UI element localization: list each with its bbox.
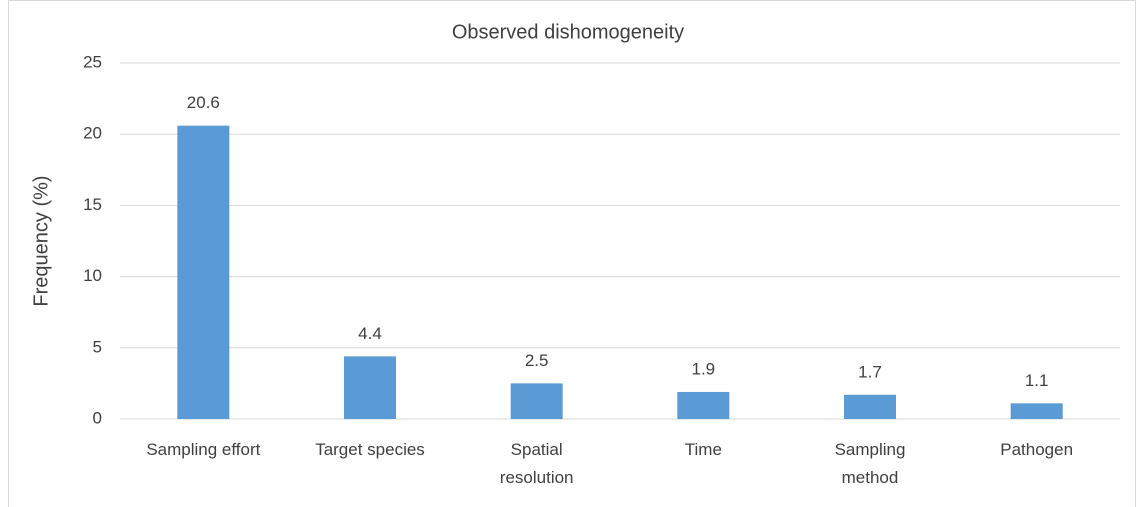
x-tick-label: Sampling method [834,440,906,487]
data-label: 4.4 [358,324,382,343]
y-tick-label: 0 [93,408,102,427]
y-tick-label: 15 [83,195,102,214]
y-tick-label: 5 [93,337,102,356]
data-label: 20.6 [187,93,220,112]
chart-title: Observed dishomogeneity [452,21,684,43]
chart-frame [8,0,1136,507]
x-tick-label: Pathogen [1000,440,1074,459]
bar [677,391,730,419]
data-label: 2.5 [525,351,549,370]
bar [177,125,230,419]
x-tick-label: Spatial resolution [499,440,574,487]
data-label: 1.7 [858,362,882,381]
y-tick-label: 25 [83,52,102,71]
data-label: 1.1 [1025,371,1049,390]
data-label: 1.9 [692,359,716,378]
x-tick-label: Time [684,440,722,459]
y-axis-label: Frequency (%) [30,175,52,306]
y-tick-label: 20 [83,124,102,143]
bar [510,383,563,419]
x-tick-label: Sampling effort [146,440,261,459]
bar [344,356,396,419]
bar [1010,403,1063,419]
x-tick-label: Target species [315,440,425,459]
y-tick-label: 10 [83,266,102,285]
bar [844,394,896,419]
